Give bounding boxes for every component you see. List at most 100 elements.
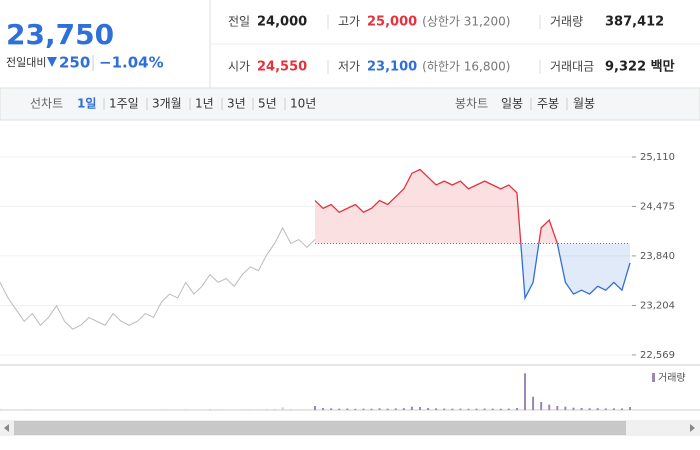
stat-label: 저가 [338, 60, 360, 74]
tab[interactable]: 일봉 [501, 97, 523, 111]
tab[interactable]: 1일 [77, 97, 96, 111]
volume-bar [532, 396, 535, 410]
volume-bar [330, 408, 333, 410]
price-line [520, 243, 631, 301]
volume-bar [499, 408, 502, 410]
volume-bar [548, 404, 551, 410]
volume-bar [23, 409, 26, 410]
down-arrow [47, 57, 57, 67]
volume-bar [160, 409, 163, 410]
volume-bar [314, 406, 316, 410]
volume-bar [443, 408, 446, 410]
stat-label: 거래량 [550, 15, 583, 29]
stat-value: 9,322 백만 [605, 59, 675, 75]
tab[interactable]: 10년 [290, 97, 316, 111]
volume-bar [281, 407, 284, 410]
volume-bar [168, 409, 171, 410]
stat-label: 전일 [228, 15, 250, 29]
area-up [315, 169, 558, 244]
change-label: 전일대비 [6, 55, 46, 69]
volume-bar [370, 408, 373, 410]
volume-bar [491, 408, 494, 410]
stat-value: 25,000 [367, 15, 417, 30]
volume-bar [515, 408, 518, 410]
stat-value: 24,550 [257, 60, 307, 75]
stat-label: 고가 [338, 15, 360, 29]
volume-bar [410, 406, 413, 410]
volume-bar [564, 406, 567, 410]
volume-bar [483, 408, 486, 410]
tab[interactable]: 1년 [195, 97, 214, 111]
volume-bar [297, 409, 300, 410]
volume-bar [427, 408, 430, 410]
scroll-right[interactable] [690, 424, 695, 432]
volume-bar [572, 407, 575, 410]
legend-swatch [652, 373, 655, 382]
change-pct: −1.04% [99, 54, 164, 72]
volume-bar [588, 408, 591, 410]
volume-bar [394, 408, 397, 410]
tab[interactable]: 월봉 [573, 97, 595, 111]
volume-bar [225, 409, 228, 410]
stat-value: 23,100 [367, 60, 417, 75]
tab[interactable]: 1주일 [109, 97, 139, 111]
volume-bar [580, 408, 583, 410]
tab-group-label: 선차트 [30, 97, 63, 111]
volume-bar [629, 407, 631, 410]
volume-bar [620, 408, 623, 410]
stat-note: (상한가 31,200) [422, 15, 510, 29]
y-tick-label: 23,840 [640, 251, 675, 262]
volume-bar [0, 409, 1, 410]
volume-bar [524, 373, 526, 410]
stat-value: 387,412 [605, 15, 664, 30]
volume-bar [273, 409, 276, 410]
y-tick-label: 25,110 [640, 152, 675, 163]
legend-label: 거래량 [658, 372, 686, 384]
volume-bar [346, 408, 349, 410]
y-tick-label: 23,204 [640, 300, 675, 311]
volume-bar [305, 409, 308, 410]
volume-bar [475, 408, 478, 410]
y-tick-label: 22,569 [640, 350, 675, 361]
tab-bar [0, 87, 700, 121]
volume-bar [362, 408, 365, 410]
volume-bar [322, 408, 325, 410]
volume-bar [451, 408, 454, 410]
volume-bar [604, 408, 607, 410]
volume-bar [7, 409, 10, 410]
volume-bar [241, 409, 244, 410]
tab[interactable]: 3년 [227, 97, 246, 111]
stat-value: 24,000 [257, 15, 307, 30]
volume-bar [257, 409, 260, 410]
volume-bar [467, 408, 470, 410]
tab[interactable]: 3개월 [152, 97, 182, 111]
tab[interactable]: 5년 [258, 97, 277, 111]
volume-bar [386, 408, 389, 410]
stat-label: 거래대금 [550, 60, 594, 74]
tab-group-label: 봉차트 [455, 97, 488, 111]
volume-bar [265, 409, 268, 410]
volume-bar [507, 408, 510, 410]
price-line [314, 168, 558, 244]
volume-bar [354, 408, 357, 410]
change: 250 [59, 54, 90, 72]
volume-bar [419, 407, 421, 410]
stat-label: 시가 [228, 60, 250, 74]
tab[interactable]: 주봉 [537, 97, 559, 111]
y-tick-label: 24,475 [640, 201, 675, 212]
volume-bar [200, 409, 203, 410]
volume-bar [596, 408, 599, 410]
volume-bar [289, 409, 292, 410]
volume-bar [435, 408, 438, 410]
scrollbar-thumb[interactable] [14, 421, 626, 435]
volume-bar [540, 402, 543, 410]
volume-bar [402, 408, 405, 410]
volume-bar [209, 409, 211, 410]
price-line [0, 226, 316, 330]
price: 23,750 [6, 18, 114, 51]
volume-bar [55, 409, 58, 410]
volume-bar [249, 409, 252, 410]
scroll-left[interactable] [4, 424, 9, 432]
